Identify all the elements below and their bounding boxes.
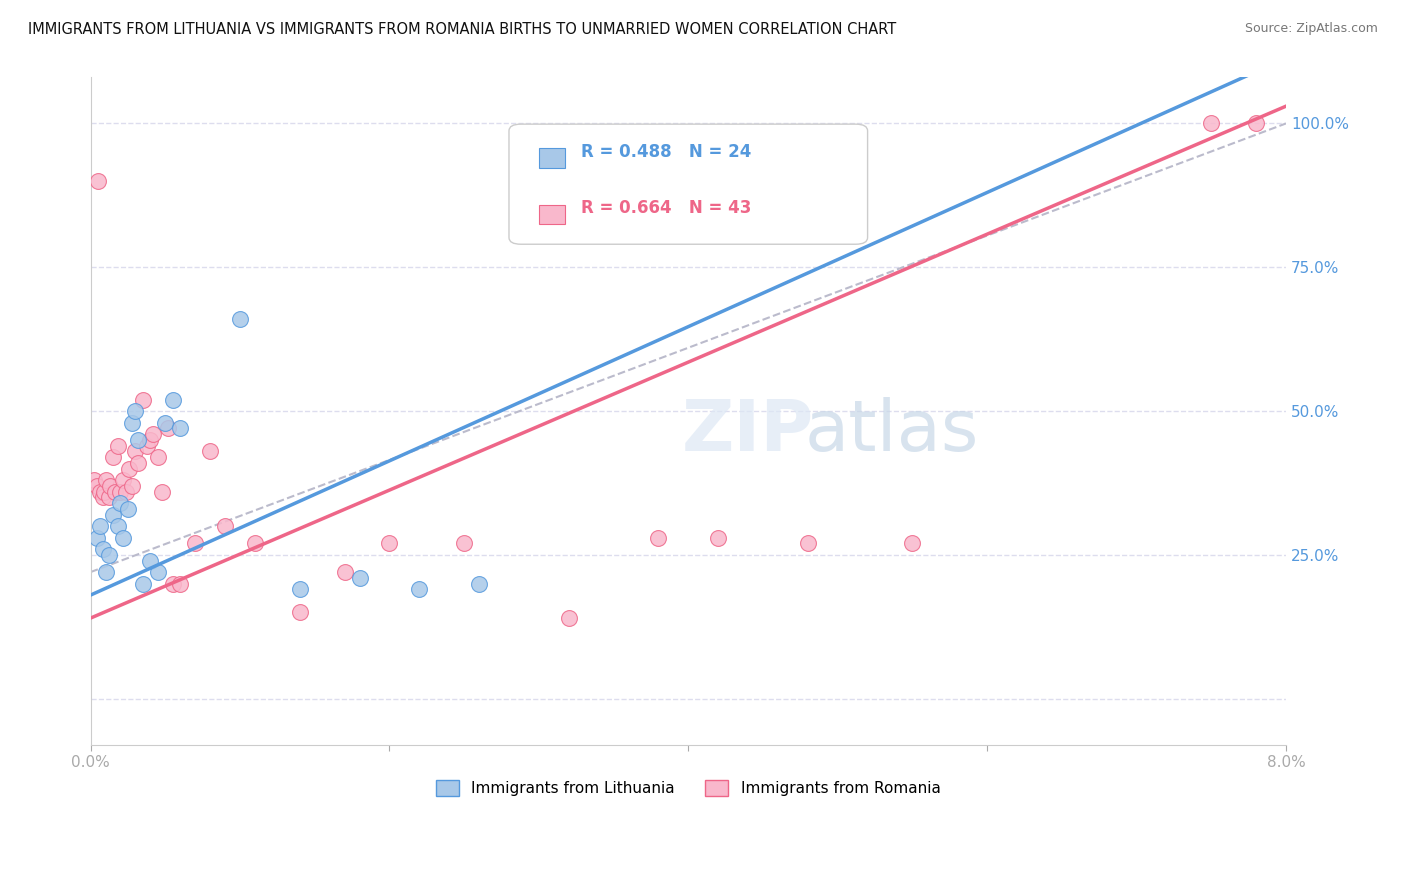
Point xyxy=(408,582,430,597)
Point xyxy=(707,531,730,545)
Point xyxy=(101,450,124,464)
Point xyxy=(647,531,669,545)
Point xyxy=(127,456,149,470)
Text: IMMIGRANTS FROM LITHUANIA VS IMMIGRANTS FROM ROMANIA BIRTHS TO UNMARRIED WOMEN C: IMMIGRANTS FROM LITHUANIA VS IMMIGRANTS … xyxy=(28,22,897,37)
Point xyxy=(1199,116,1222,130)
Point xyxy=(127,433,149,447)
Point xyxy=(150,484,173,499)
Point xyxy=(86,531,108,545)
Point xyxy=(110,484,132,499)
Point xyxy=(103,484,125,499)
Text: Source: ZipAtlas.com: Source: ZipAtlas.com xyxy=(1244,22,1378,36)
Point xyxy=(98,479,121,493)
Point xyxy=(83,473,105,487)
Point xyxy=(142,427,165,442)
Point xyxy=(198,444,221,458)
Point xyxy=(121,479,143,493)
Point xyxy=(378,536,401,550)
Point xyxy=(146,565,169,579)
Point xyxy=(112,531,135,545)
Point xyxy=(91,542,114,557)
Point xyxy=(89,484,111,499)
Point xyxy=(132,576,155,591)
Point xyxy=(288,582,311,597)
Text: R = 0.488   N = 24: R = 0.488 N = 24 xyxy=(581,143,751,161)
Point xyxy=(97,548,120,562)
Point xyxy=(112,473,135,487)
Point xyxy=(901,536,924,550)
Text: R = 0.664   N = 43: R = 0.664 N = 43 xyxy=(581,199,751,217)
Point xyxy=(115,484,138,499)
Point xyxy=(349,571,371,585)
Point xyxy=(214,519,236,533)
Point xyxy=(121,416,143,430)
Point xyxy=(132,392,155,407)
FancyBboxPatch shape xyxy=(509,124,868,244)
Point xyxy=(117,501,139,516)
Point xyxy=(93,484,115,499)
Point xyxy=(110,496,132,510)
Point xyxy=(169,421,191,435)
Point xyxy=(97,490,120,504)
Text: ZIP: ZIP xyxy=(682,397,814,466)
Point xyxy=(453,536,475,550)
Point xyxy=(94,473,117,487)
Point xyxy=(288,605,311,619)
Point xyxy=(124,404,146,418)
Point xyxy=(101,508,124,522)
Point xyxy=(229,312,252,326)
Point xyxy=(118,461,141,475)
Point xyxy=(86,479,108,493)
Point xyxy=(146,450,169,464)
Legend: Immigrants from Lithuania, Immigrants from Romania: Immigrants from Lithuania, Immigrants fr… xyxy=(429,772,948,804)
Point xyxy=(797,536,820,550)
Point xyxy=(162,576,184,591)
Point xyxy=(94,565,117,579)
Point xyxy=(139,433,162,447)
Point xyxy=(139,553,162,567)
Point xyxy=(91,490,114,504)
Point xyxy=(169,576,191,591)
Point xyxy=(155,416,177,430)
Point xyxy=(243,536,266,550)
Point xyxy=(333,565,356,579)
Point xyxy=(157,421,180,435)
Point xyxy=(162,392,184,407)
Point xyxy=(1244,116,1267,130)
Point xyxy=(87,174,110,188)
Point xyxy=(136,438,159,452)
Point xyxy=(89,519,111,533)
Point xyxy=(184,536,207,550)
Point xyxy=(468,576,491,591)
Text: atlas: atlas xyxy=(804,397,979,466)
Point xyxy=(124,444,146,458)
Bar xyxy=(538,205,565,224)
Point xyxy=(107,438,129,452)
Point xyxy=(558,611,581,625)
Bar xyxy=(538,148,565,168)
Point xyxy=(107,519,129,533)
